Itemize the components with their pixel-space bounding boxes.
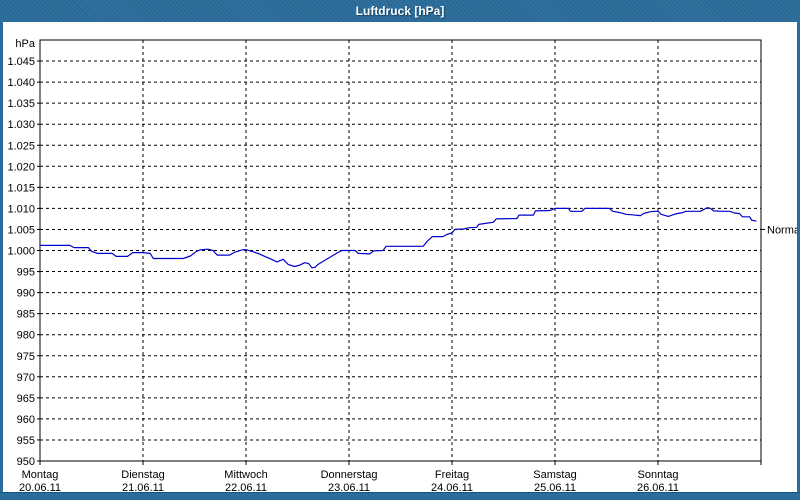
y-tick-label: 1.005	[7, 224, 35, 236]
day-date-label: 25.06.11	[534, 482, 576, 494]
y-tick-label: 1.010	[7, 203, 35, 215]
day-date-label: 21.06.11	[122, 482, 164, 494]
y-tick-label: 975	[17, 351, 35, 363]
y-tick-label: 965	[17, 393, 35, 405]
window-border-bottom	[0, 492, 800, 500]
window-border-left	[0, 22, 3, 492]
day-name-label: Donnerstag	[321, 469, 378, 481]
day-date-label: 20.06.11	[19, 482, 61, 494]
plot-border	[39, 39, 762, 462]
day-date-label: 23.06.11	[328, 482, 370, 494]
day-name-label: Dienstag	[121, 469, 164, 481]
y-tick-label: 1.035	[7, 98, 35, 110]
y-tick-label: 970	[17, 372, 35, 384]
y-tick-label: 1.000	[7, 246, 35, 258]
day-date-label: 26.06.11	[637, 482, 679, 494]
y-tick-label: 985	[17, 309, 35, 321]
day-date-label: 22.06.11	[225, 482, 267, 494]
day-date-label: 24.06.11	[431, 482, 473, 494]
day-name-label: Freitag	[435, 469, 469, 481]
y-axis-unit-label: hPa	[15, 38, 35, 50]
y-tick-label: 1.015	[7, 182, 35, 194]
y-tick-label: 955	[17, 435, 35, 447]
y-tick-label: 1.020	[7, 161, 35, 173]
y-tick-label: 990	[17, 288, 35, 300]
y-tick-label: 1.040	[7, 77, 35, 89]
window-border-right	[797, 22, 800, 492]
y-tick-label: 995	[17, 267, 35, 279]
window-titlebar[interactable]: Luftdruck [hPa]	[0, 0, 800, 22]
y-tick-label: 1.030	[7, 119, 35, 131]
y-tick-label: 1.025	[7, 140, 35, 152]
day-name-label: Mittwoch	[224, 469, 267, 481]
day-name-label: Sonntag	[638, 469, 679, 481]
y-tick-label: 950	[17, 456, 35, 468]
y-tick-label: 960	[17, 414, 35, 426]
y-tick-label: 1.045	[7, 56, 35, 68]
y-tick-label: 980	[17, 330, 35, 342]
day-name-label: Samstag	[533, 469, 576, 481]
day-name-label: Montag	[22, 469, 59, 481]
pressure-series-line	[39, 207, 757, 269]
window-title: Luftdruck [hPa]	[355, 4, 445, 18]
normal-reference-label: Normal	[767, 224, 800, 236]
